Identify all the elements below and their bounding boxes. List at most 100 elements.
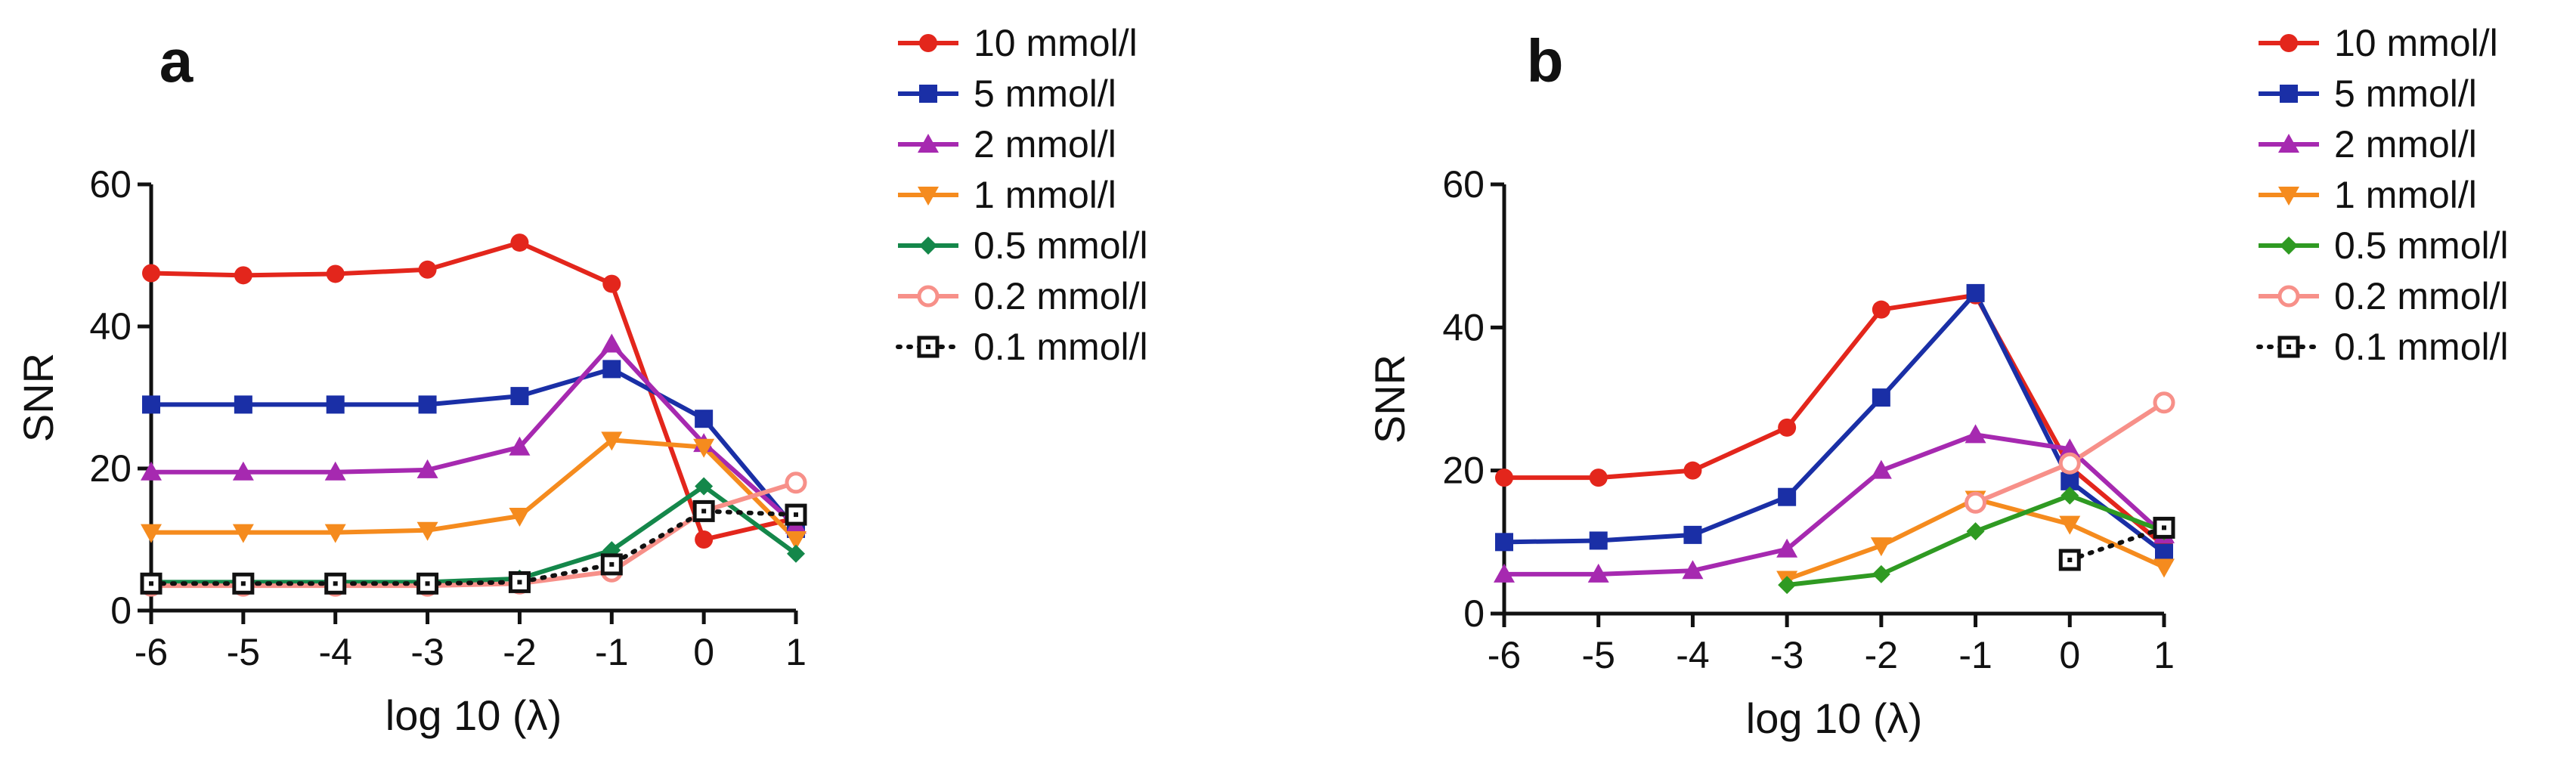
data-point [1587, 563, 1609, 583]
data-point [1872, 388, 1890, 407]
panel-letter: b [1527, 27, 1564, 94]
panel-letter: a [159, 27, 194, 94]
legend-swatch-marker [2280, 237, 2298, 255]
series-points [142, 360, 805, 538]
legend-item: 10 mmol/l [2259, 22, 2498, 64]
data-point [1870, 537, 1892, 557]
data-point [785, 531, 807, 550]
data-point [602, 274, 621, 293]
data-point [324, 524, 346, 543]
legend-swatch-marker [918, 134, 939, 153]
legend-label: 0.2 mmol/l [2334, 275, 2509, 317]
legend-label: 5 mmol/l [2334, 73, 2477, 115]
data-point [1966, 522, 1985, 541]
data-point-center [333, 581, 338, 586]
data-point [1495, 468, 1513, 487]
legend-item: 5 mmol/l [2259, 73, 2477, 115]
legend-item: 0.5 mmol/l [2259, 224, 2509, 267]
data-point [1495, 533, 1513, 552]
legend-swatch-marker [2280, 85, 2298, 103]
x-tick-label: -5 [1581, 634, 1615, 676]
data-point [418, 260, 437, 279]
data-point [1966, 283, 1985, 302]
data-point [1778, 487, 1797, 506]
legend-item: 1 mmol/l [898, 174, 1116, 216]
series-line [149, 509, 798, 586]
data-point [1872, 564, 1890, 583]
legend-label: 1 mmol/l [974, 174, 1116, 216]
data-point [693, 438, 715, 458]
data-point [324, 461, 346, 481]
legend-swatch-marker-center [2287, 345, 2291, 349]
legend-label: 2 mmol/l [974, 123, 1116, 165]
legend-item: 10 mmol/l [898, 22, 1138, 64]
data-point [416, 521, 438, 541]
data-point-center [2067, 558, 2073, 562]
data-point [1776, 538, 1798, 558]
series-points [2058, 516, 2175, 571]
y-tick-label: 40 [89, 305, 132, 348]
x-tick-label: -4 [318, 631, 351, 673]
data-point [1683, 525, 1702, 544]
y-tick-label: 0 [1463, 592, 1485, 635]
series-points [1965, 391, 2175, 514]
data-point-center [517, 580, 522, 585]
legend-label: 0.5 mmol/l [974, 224, 1148, 267]
legend-swatch-marker-center [926, 345, 930, 349]
data-point [326, 395, 345, 414]
data-point [232, 572, 255, 595]
legend-swatch-marker [917, 285, 940, 308]
x-axis-label: log 10 (λ) [385, 691, 562, 739]
data-point [232, 524, 254, 543]
y-tick-label: 20 [89, 447, 132, 490]
legend-swatch-marker [2278, 134, 2299, 153]
data-point [510, 233, 529, 252]
data-point [787, 544, 805, 563]
data-point [601, 333, 623, 353]
x-tick-label: -6 [1488, 634, 1521, 676]
legend-swatch-marker [919, 34, 937, 52]
data-point [416, 459, 438, 478]
x-tick-label: 1 [2153, 634, 2175, 676]
legend-label: 0.1 mmol/l [2334, 326, 2509, 368]
legend-label: 5 mmol/l [974, 73, 1116, 115]
data-point [2059, 438, 2081, 458]
data-point [1965, 424, 1986, 444]
legend-item: 2 mmol/l [2259, 123, 2477, 165]
data-point [141, 524, 162, 543]
legend-label: 10 mmol/l [2334, 22, 2498, 64]
data-point [601, 431, 623, 451]
x-tick-label: -6 [135, 631, 168, 673]
y-axis-label: SNR [14, 353, 62, 442]
data-point-center [2162, 525, 2166, 530]
data-point [2153, 558, 2175, 578]
chart-panel-a: a 0 20 40 60 -6 -5 -4 -3 -2 -1 0 1 log 10 (λ) SNR 10 mm… [14, 22, 1148, 739]
y-tick-label: 20 [1442, 450, 1485, 492]
data-point [692, 499, 715, 522]
y-tick-label: 60 [89, 163, 132, 206]
data-point [142, 264, 160, 283]
data-point [1682, 560, 1704, 580]
data-point [1778, 418, 1797, 437]
x-tick-label: -1 [1958, 634, 1992, 676]
legend-item: 0.1 mmol/l [896, 326, 1148, 368]
series-points [1495, 283, 2173, 562]
data-point [695, 410, 714, 428]
y-tick-label: 0 [110, 589, 132, 632]
data-point-center [149, 581, 153, 586]
legend-swatch-marker [919, 85, 937, 103]
legend-swatch-marker [917, 336, 940, 358]
legend: 10 mmol/l 5 mmol/l 2 mmol/l 1 mmol/l 0.5 mmo… [2256, 22, 2509, 368]
y-tick-label: 40 [1442, 306, 1485, 348]
data-point [2059, 515, 2081, 535]
data-point [2060, 486, 2079, 505]
y-axis-label: SNR [1366, 354, 1413, 444]
series-line [151, 342, 797, 527]
data-point [509, 436, 531, 456]
data-point-center [240, 581, 246, 586]
data-point-center [794, 512, 798, 518]
data-point-center [701, 509, 707, 514]
data-point [509, 507, 531, 527]
y-tick-label: 60 [1442, 163, 1485, 206]
legend-item: 0.2 mmol/l [2259, 275, 2509, 317]
